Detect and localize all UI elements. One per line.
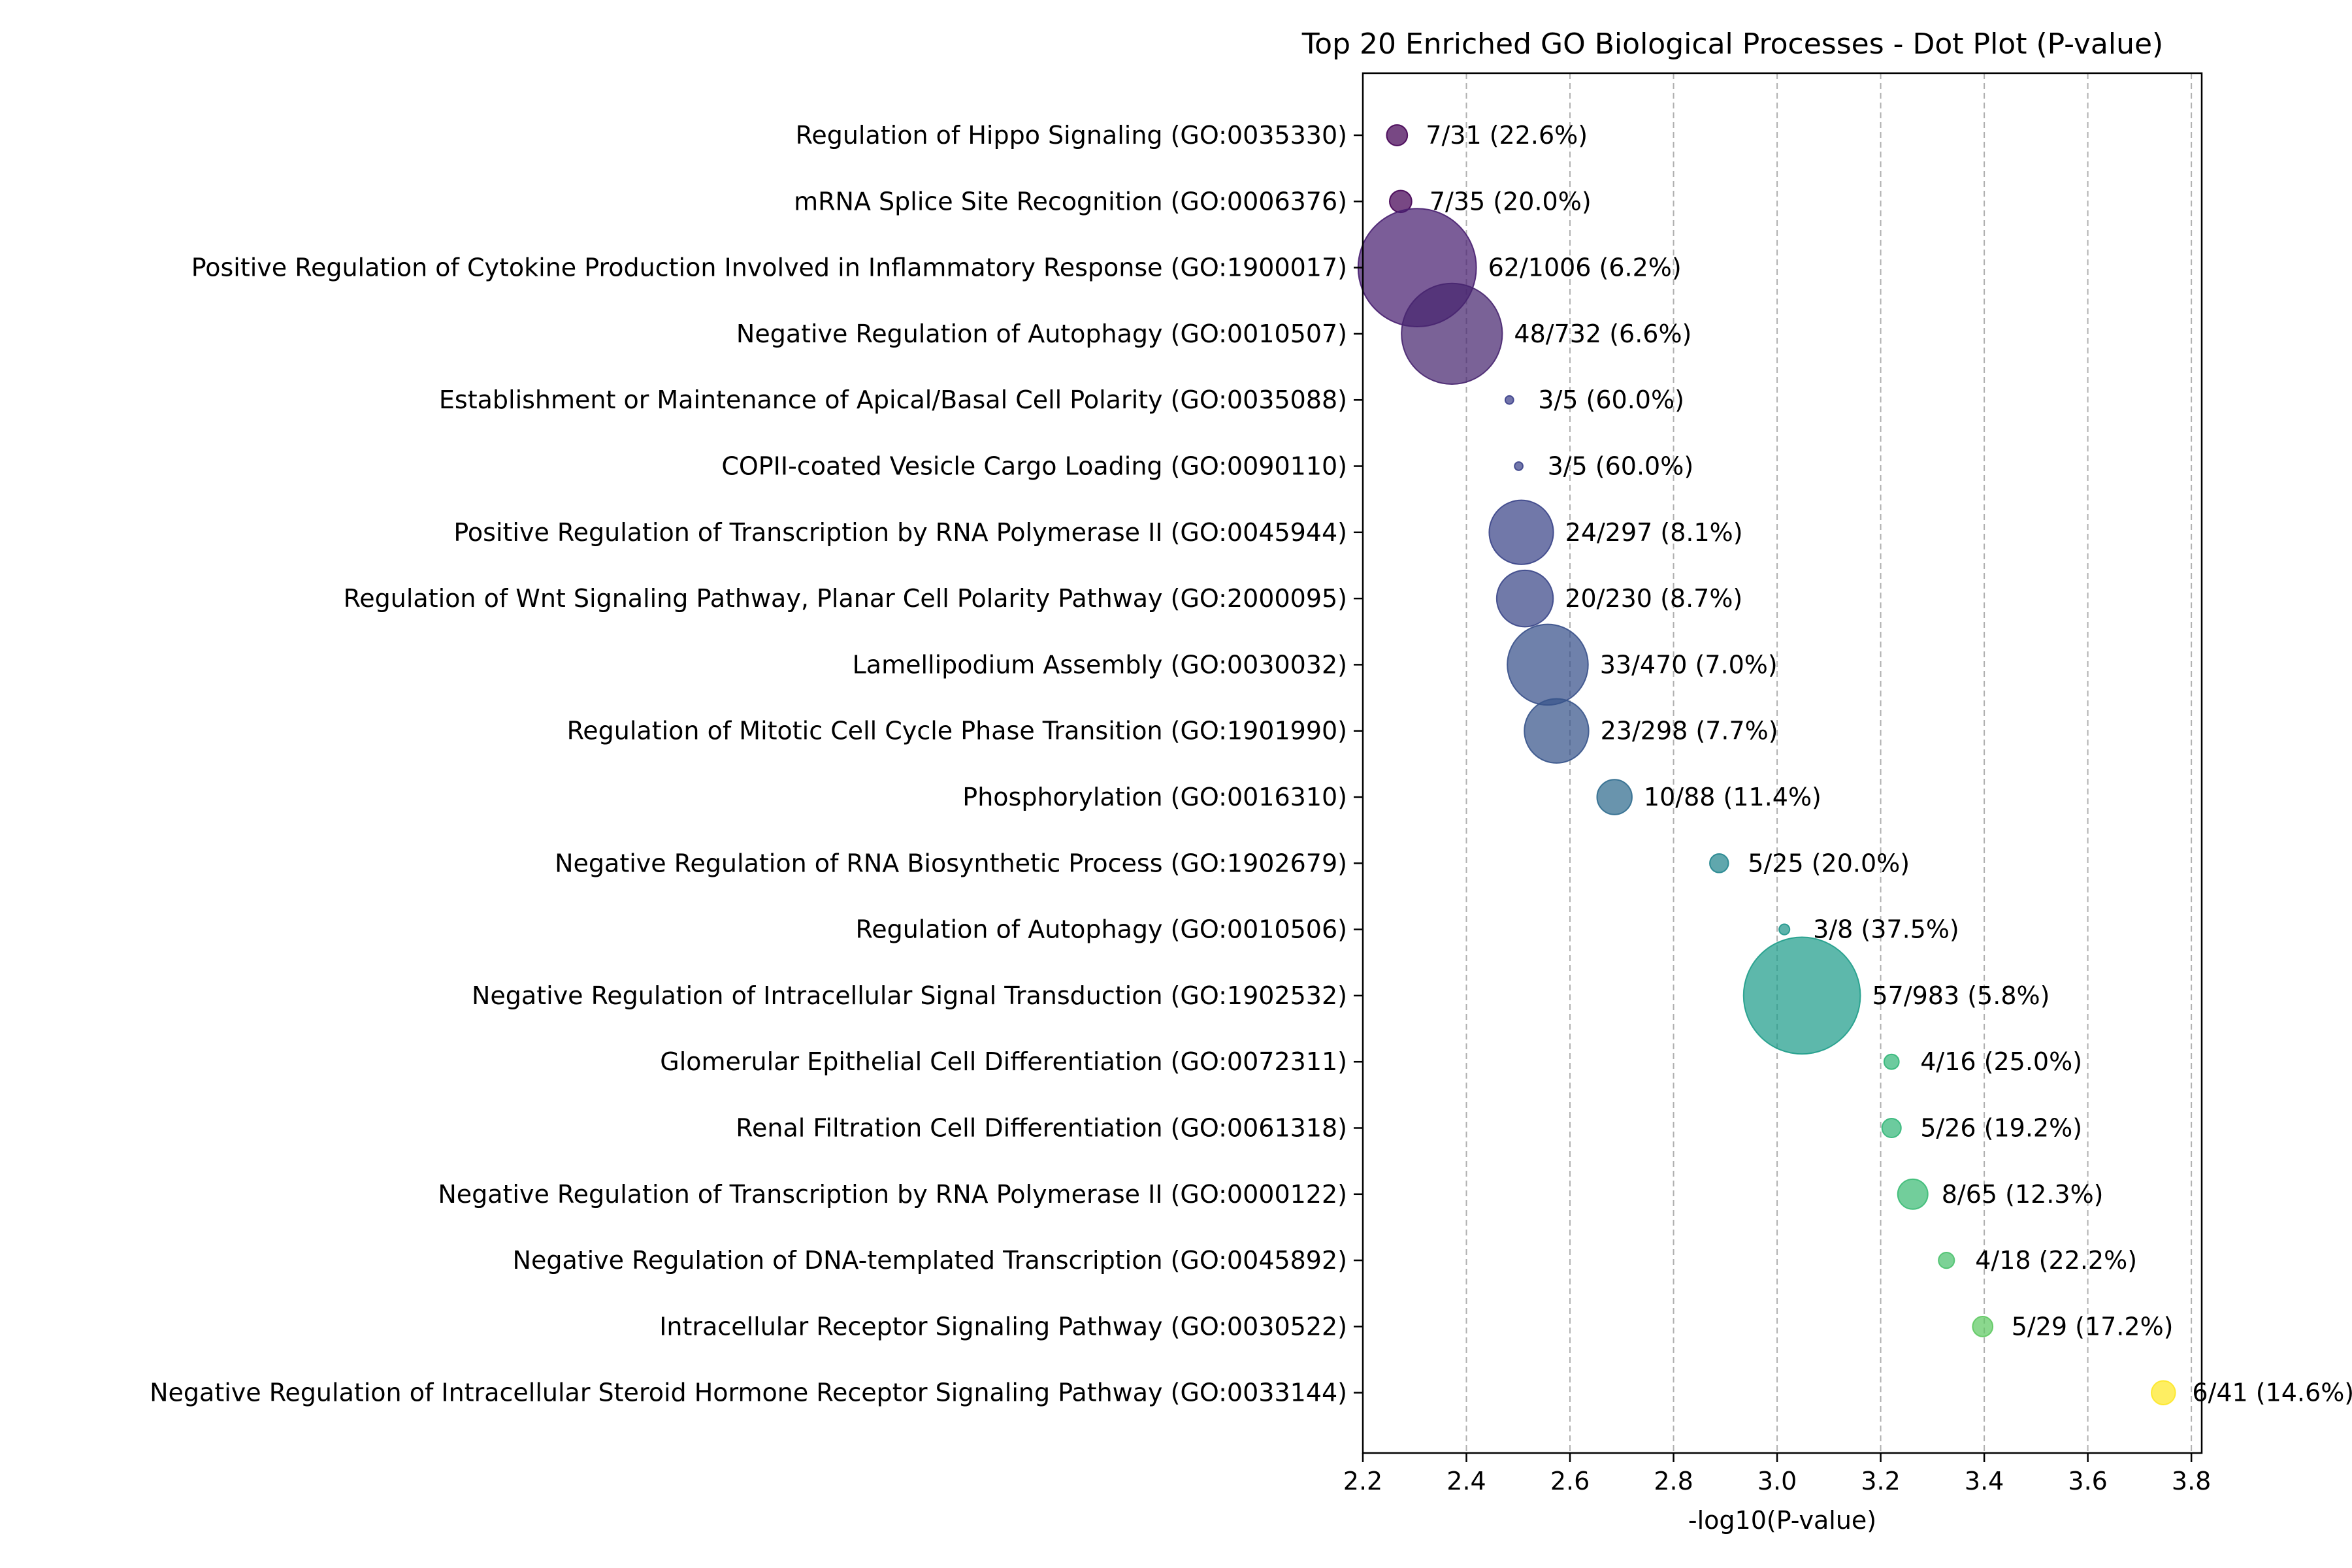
data-label: 24/297 (8.1%): [1565, 518, 1743, 547]
data-point: [1881, 1117, 1902, 1139]
data-label: 48/732 (6.6%): [1514, 319, 1691, 348]
data-label: 20/230 (8.7%): [1565, 584, 1742, 613]
data-label: 33/470 (7.0%): [1600, 650, 1778, 679]
y-tick-label: Glomerular Epithelial Cell Differentiati…: [660, 1047, 1347, 1076]
x-tick-label: 2.8: [1654, 1467, 1693, 1495]
data-point: [1514, 461, 1524, 471]
data-point: [1504, 395, 1514, 405]
data-point: [1401, 282, 1503, 385]
data-labels: 7/31 (22.6%) 7/35 (20.0%) 62/1006 (6.2%) 48…: [1426, 121, 2352, 1407]
y-tick-label: Negative Regulation of Intracellular Ste…: [150, 1379, 1347, 1407]
chart-title: Top 20 Enriched GO Biological Processes …: [1301, 27, 2163, 61]
y-tick-label: Phosphorylation (GO:0016310): [962, 783, 1347, 811]
y-tick-label: Regulation of Autophagy (GO:0010506): [856, 915, 1348, 944]
data-point: [1507, 623, 1589, 706]
x-tick-label: 3.8: [2172, 1467, 2211, 1495]
y-tick-label: Regulation of Mitotic Cell Cycle Phase T…: [567, 717, 1347, 745]
y-tick-label: Negative Regulation of DNA-templated Tra…: [513, 1246, 1347, 1275]
data-label: 7/31 (22.6%): [1426, 121, 1588, 150]
data-point: [1897, 1178, 1929, 1210]
y-tick-label: Negative Regulation of Autophagy (GO:001…: [736, 319, 1347, 348]
data-point: [1709, 853, 1729, 874]
y-tick-label: Regulation of Hippo Signaling (GO:003533…: [796, 121, 1347, 150]
data-label: 3/5 (60.0%): [1538, 385, 1684, 414]
data-label: 10/88 (11.4%): [1644, 783, 1821, 811]
data-label: 6/41 (14.6%): [2192, 1379, 2352, 1407]
y-tick-label: mRNA Splice Site Recognition (GO:0006376…: [794, 187, 1347, 216]
x-tick-label: 3.4: [1965, 1467, 2004, 1495]
x-tick-label: 3.2: [1861, 1467, 1900, 1495]
y-tick-label: Intracellular Receptor Signaling Pathway…: [659, 1312, 1347, 1341]
y-tick-label: Positive Regulation of Cytokine Producti…: [191, 253, 1347, 282]
axes: [1362, 72, 2203, 1454]
x-axis-ticks: 2.2 2.4 2.6 2.8 3.0 3.2 3.4 3.6 3.8: [1343, 1453, 2211, 1495]
y-tick-label: Negative Regulation of Transcription by …: [438, 1180, 1347, 1209]
data-label: 4/18 (22.2%): [1975, 1246, 2137, 1275]
x-tick-label: 2.6: [1550, 1467, 1590, 1495]
y-tick-label: Establishment or Maintenance of Apical/B…: [439, 385, 1347, 414]
y-tick-label: Lamellipodium Assembly (GO:0030032): [853, 650, 1347, 679]
data-label: 8/65 (12.3%): [1942, 1180, 2104, 1209]
data-point: [1386, 124, 1409, 146]
data-label: 3/5 (60.0%): [1548, 452, 1694, 481]
data-point: [1524, 698, 1590, 764]
data-label: 7/35 (20.0%): [1429, 187, 1592, 216]
data-label: 23/298 (7.7%): [1601, 717, 1778, 745]
data-label: 62/1006 (6.2%): [1488, 253, 1682, 282]
y-axis-category-labels: Regulation of Hippo Signaling (GO:003533…: [150, 121, 1363, 1407]
data-label: 57/983 (5.8%): [1872, 981, 2050, 1010]
y-tick-label: Regulation of Wnt Signaling Pathway, Pla…: [344, 584, 1347, 613]
data-point: [2151, 1380, 2176, 1405]
data-points: [1357, 124, 2176, 1405]
data-point: [1742, 936, 1861, 1055]
data-point: [1596, 779, 1633, 815]
plot-frame: [1362, 72, 2203, 1454]
x-tick-label: 3.0: [1757, 1467, 1797, 1495]
data-point: [1778, 923, 1791, 936]
data-label: 5/29 (17.2%): [2012, 1312, 2174, 1341]
x-tick-label: 2.2: [1343, 1467, 1382, 1495]
y-tick-label: Negative Regulation of Intracellular Sig…: [472, 981, 1347, 1010]
x-axis-label: -log10(P-value): [1688, 1506, 1876, 1535]
data-label: 3/8 (37.5%): [1813, 915, 1959, 944]
y-tick-label: Positive Regulation of Transcription by …: [453, 518, 1347, 547]
x-tick-label: 3.6: [2068, 1467, 2107, 1495]
y-tick-label: Negative Regulation of RNA Biosynthetic …: [555, 849, 1347, 877]
data-point: [1938, 1252, 1955, 1269]
data-label: 5/25 (20.0%): [1748, 849, 1910, 877]
data-point: [1972, 1316, 1994, 1337]
x-tick-label: 2.4: [1446, 1467, 1486, 1495]
y-tick-label: COPII-coated Vesicle Cargo Loading (GO:0…: [721, 452, 1347, 481]
data-label: 5/26 (19.2%): [1920, 1114, 2082, 1143]
data-point: [1495, 569, 1554, 628]
y-tick-label: Renal Filtration Cell Differentiation (G…: [736, 1114, 1347, 1143]
data-point: [1883, 1053, 1900, 1070]
data-point: [1488, 499, 1554, 565]
data-label: 4/16 (25.0%): [1920, 1047, 2082, 1076]
